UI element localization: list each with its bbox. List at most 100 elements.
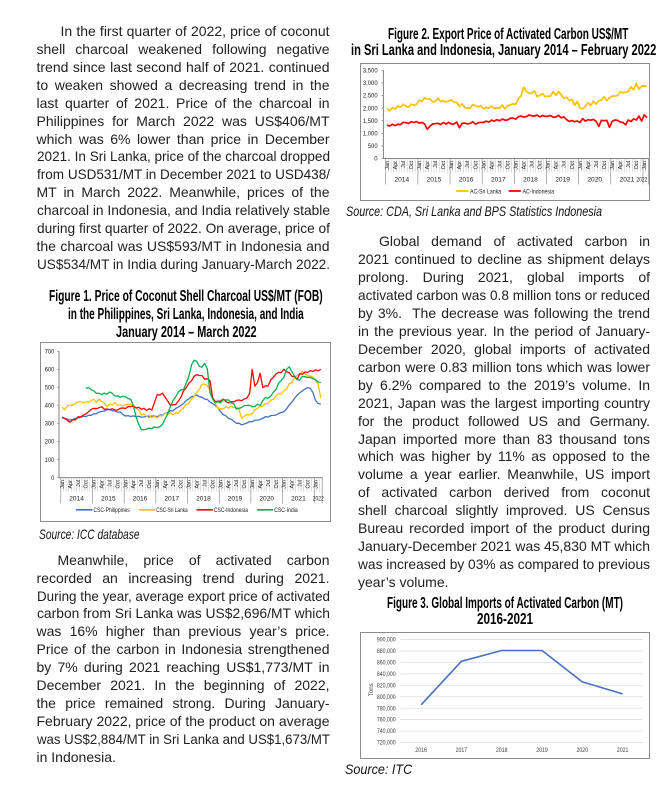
svg-text:Jul: Jul [561,161,567,168]
svg-text:2019: 2019 [228,495,243,502]
svg-text:2020: 2020 [587,176,602,183]
svg-text:900,000: 900,000 [376,636,395,643]
svg-text:Jul: Jul [203,480,209,487]
svg-text:2018: 2018 [495,747,507,754]
svg-text:Jul: Jul [234,480,240,487]
svg-text:Jul: Jul [298,480,304,487]
svg-text:2019: 2019 [536,747,548,754]
svg-text:Jul: Jul [497,161,503,168]
svg-text:Jan: Jan [92,480,98,489]
svg-text:Jan: Jan [481,161,487,170]
svg-text:Apr: Apr [521,161,527,170]
svg-text:3,500: 3,500 [362,68,377,75]
svg-text:Jul: Jul [400,161,406,168]
svg-text:Oct: Oct [242,480,248,489]
svg-text:2021: 2021 [291,495,306,502]
svg-text:Oct: Oct [274,480,280,489]
svg-text:Apr: Apr [618,161,624,170]
svg-text:AC-Sri Lanka: AC-Sri Lanka [470,188,501,195]
svg-text:Oct: Oct [441,161,447,170]
svg-text:2021: 2021 [619,176,634,183]
svg-text:2019: 2019 [555,176,570,183]
svg-text:720,000: 720,000 [376,739,395,746]
svg-text:Oct: Oct [147,480,153,489]
svg-text:Jan: Jan [155,480,161,489]
svg-text:Oct: Oct [569,161,575,170]
svg-text:CSC-Indonesia: CSC-Indonesia [214,507,248,514]
svg-text:200: 200 [45,439,55,446]
svg-text:Oct: Oct [537,161,543,170]
svg-text:2016: 2016 [133,495,148,502]
svg-text:Jul: Jul [626,161,632,168]
svg-text:0: 0 [51,475,54,482]
svg-text:Apr: Apr [290,480,296,489]
svg-text:Oct: Oct [210,480,216,489]
svg-text:820,000: 820,000 [376,682,395,689]
svg-text:2015: 2015 [426,176,441,183]
svg-text:Oct: Oct [179,480,185,489]
svg-text:Apr: Apr [425,161,431,170]
svg-text:780,000: 780,000 [376,705,395,712]
svg-text:Apr: Apr [585,161,591,170]
svg-text:Jan: Jan [60,480,66,489]
svg-text:Apr: Apr [195,480,201,489]
svg-text:Apr: Apr [100,480,106,489]
svg-text:AC-Indonesia: AC-Indonesia [522,188,554,195]
svg-text:2,500: 2,500 [362,93,377,100]
svg-text:2018: 2018 [523,176,538,183]
svg-text:Jan: Jan [250,480,256,489]
svg-text:Oct: Oct [473,161,479,170]
svg-text:Apr: Apr [131,480,137,489]
svg-text:1,000: 1,000 [362,131,377,138]
svg-text:Apr: Apr [553,161,559,170]
svg-text:Jul: Jul [107,480,113,487]
svg-text:Apr: Apr [226,480,232,489]
svg-text:2017: 2017 [490,176,505,183]
svg-text:700: 700 [45,348,55,355]
svg-text:2014: 2014 [69,495,84,502]
svg-text:3,000: 3,000 [362,80,377,87]
svg-text:Jan: Jan [577,161,583,170]
svg-text:Jan: Jan [282,480,288,489]
svg-text:Jul: Jul [76,480,82,487]
svg-text:740,000: 740,000 [376,728,395,735]
svg-text:600: 600 [45,367,55,374]
svg-text:Jan: Jan [123,480,129,489]
svg-text:Apr: Apr [163,480,169,489]
svg-text:300: 300 [45,421,55,428]
svg-text:Jul: Jul [139,480,145,487]
svg-text:Oct: Oct [84,480,90,489]
svg-text:Jan: Jan [218,480,224,489]
svg-text:860,000: 860,000 [376,659,395,666]
svg-text:Apr: Apr [489,161,495,170]
svg-text:2014: 2014 [394,176,409,183]
svg-text:Apr: Apr [68,480,74,489]
svg-text:Oct: Oct [305,480,311,489]
svg-text:Oct: Oct [634,161,640,170]
svg-text:Jul: Jul [433,161,439,168]
svg-text:500: 500 [45,385,55,392]
svg-text:Jan: Jan [417,161,423,170]
svg-text:Oct: Oct [601,161,607,170]
svg-text:2015: 2015 [101,495,116,502]
svg-text:Jan: Jan [545,161,551,170]
svg-text:CSC-India: CSC-India [274,507,298,514]
svg-text:2,000: 2,000 [362,105,377,112]
svg-text:Jul: Jul [593,161,599,168]
svg-text:Jul: Jul [529,161,535,168]
svg-text:Apr: Apr [258,480,264,489]
svg-text:2022: 2022 [313,495,324,502]
svg-text:2021: 2021 [616,747,628,754]
svg-text:CSC-Philippines: CSC-Philippines [93,507,130,514]
svg-text:2020: 2020 [576,747,588,754]
svg-text:Apr: Apr [457,161,463,170]
svg-text:Jan: Jan [449,161,455,170]
svg-text:2022: 2022 [636,176,647,183]
svg-text:Oct: Oct [115,480,121,489]
svg-text:Jul: Jul [266,480,272,487]
svg-text:Tons: Tons [368,683,375,696]
svg-text:CSC-Sri Lanka: CSC-Sri Lanka [156,507,188,514]
svg-text:2017: 2017 [455,747,467,754]
svg-text:2017: 2017 [164,495,179,502]
svg-text:Jan: Jan [313,480,319,489]
